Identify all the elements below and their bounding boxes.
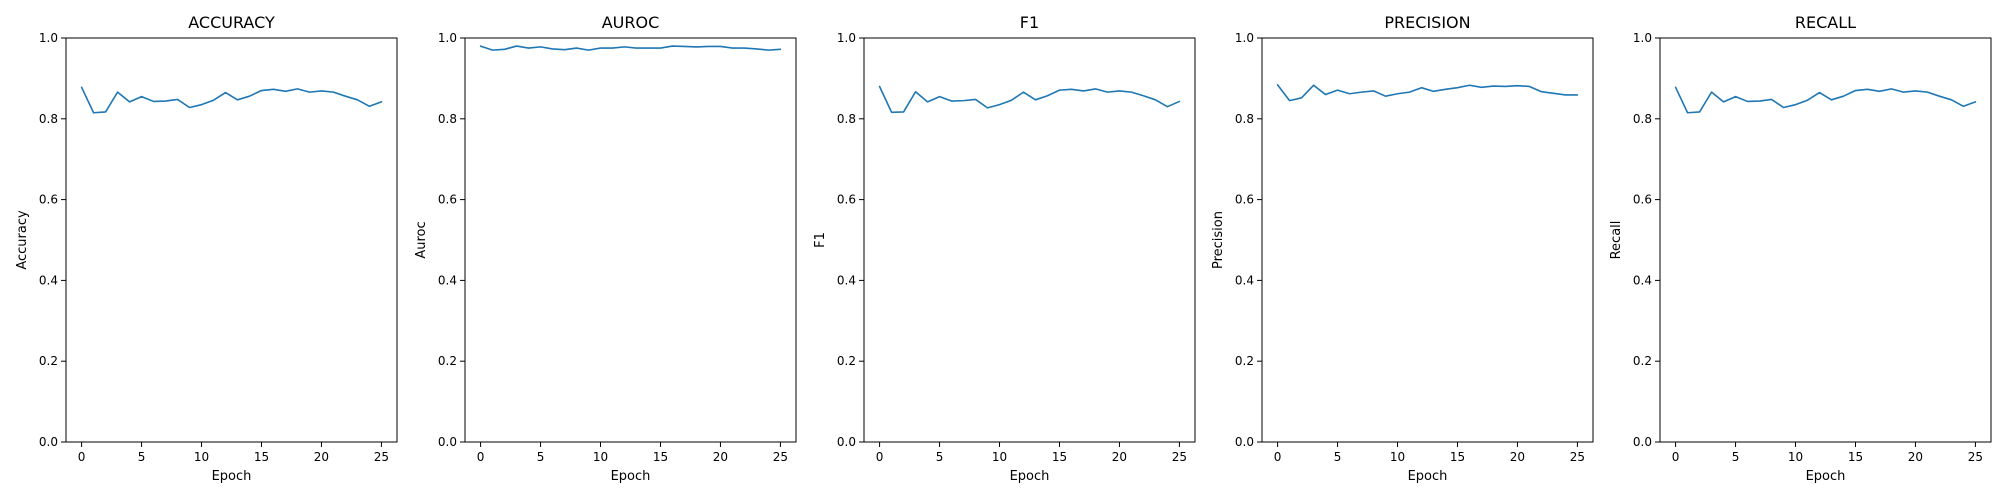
x-axis-label: Epoch xyxy=(1806,469,1846,484)
y-tick-label: 0.0 xyxy=(438,435,457,449)
y-tick-label: 0.0 xyxy=(1633,435,1652,449)
x-tick-label: 10 xyxy=(992,450,1007,464)
x-tick-label: 20 xyxy=(1510,450,1525,464)
x-tick-label: 15 xyxy=(254,450,269,464)
y-axis-label: Accuracy xyxy=(15,210,30,270)
x-tick-label: 20 xyxy=(713,450,728,464)
y-tick-label: 0.0 xyxy=(39,435,58,449)
y-tick-label: 0.0 xyxy=(837,435,856,449)
x-axis-label: Epoch xyxy=(1010,469,1050,484)
y-tick-label: 0.4 xyxy=(438,273,457,287)
x-tick-label: 20 xyxy=(1908,450,1923,464)
x-tick-label: 5 xyxy=(138,450,146,464)
chart-panel-precision: PRECISION 0.0 0.2 0.4 0.6 0.8 1.0 0 5 10 15 20 25 Epo… xyxy=(1211,13,1594,484)
y-tick-label: 0.4 xyxy=(39,273,58,287)
x-tick-label: 0 xyxy=(876,450,884,464)
y-tick-label: 0.2 xyxy=(1235,354,1254,368)
y-tick-label: 0.2 xyxy=(1633,354,1652,368)
x-tick-label: 10 xyxy=(194,450,209,464)
x-tick-label: 15 xyxy=(1052,450,1067,464)
plot-frame xyxy=(65,37,398,443)
y-tick-label: 0.8 xyxy=(1633,112,1652,126)
y-axis-label: Recall xyxy=(1609,221,1624,260)
series-line-0 xyxy=(479,45,782,51)
x-tick-label: 10 xyxy=(1788,450,1803,464)
chart-title: RECALL xyxy=(1795,13,1856,32)
x-tick-label: 20 xyxy=(314,450,329,464)
series-line-0 xyxy=(1276,84,1579,102)
x-tick-label: 0 xyxy=(1274,450,1282,464)
y-tick-label: 1.0 xyxy=(1235,31,1254,45)
plot-frame xyxy=(1261,37,1594,443)
x-tick-label: 10 xyxy=(1390,450,1405,464)
chart-title: ACCURACY xyxy=(188,13,275,32)
x-tick-label: 15 xyxy=(653,450,668,464)
x-axis-label: Epoch xyxy=(611,469,651,484)
y-tick-label: 0.6 xyxy=(1235,193,1254,207)
x-tick-label: 25 xyxy=(374,450,389,464)
y-tick-label: 0.8 xyxy=(1235,112,1254,126)
y-tick-label: 0.6 xyxy=(837,193,856,207)
x-tick-label: 0 xyxy=(1672,450,1680,464)
y-tick-label: 1.0 xyxy=(1633,31,1652,45)
chart-title: PRECISION xyxy=(1384,13,1470,32)
plot-frame xyxy=(863,37,1196,443)
x-tick-label: 5 xyxy=(936,450,944,464)
y-tick-label: 0.4 xyxy=(1235,273,1254,287)
y-tick-label: 0.2 xyxy=(438,354,457,368)
y-tick-label: 0.6 xyxy=(39,193,58,207)
y-tick-label: 0.8 xyxy=(837,112,856,126)
y-tick-label: 0.8 xyxy=(39,112,58,126)
x-axis-label: Epoch xyxy=(212,469,252,484)
x-tick-label: 10 xyxy=(593,450,608,464)
chart-title: AUROC xyxy=(602,13,660,32)
y-tick-label: 0.8 xyxy=(438,112,457,126)
y-axis-label: Precision xyxy=(1211,211,1226,269)
y-tick-label: 0.4 xyxy=(837,273,856,287)
y-tick-label: 0.0 xyxy=(1235,435,1254,449)
x-tick-label: 15 xyxy=(1450,450,1465,464)
y-axis-label: F1 xyxy=(813,232,828,248)
x-tick-label: 0 xyxy=(78,450,86,464)
x-axis-label: Epoch xyxy=(1408,469,1448,484)
y-tick-label: 0.2 xyxy=(837,354,856,368)
plot-frame xyxy=(1659,37,1992,443)
y-tick-label: 0.6 xyxy=(1633,193,1652,207)
x-tick-label: 25 xyxy=(1172,450,1187,464)
y-tick-label: 0.2 xyxy=(39,354,58,368)
series-line-0 xyxy=(878,85,1181,114)
y-tick-label: 1.0 xyxy=(438,31,457,45)
chart-panel-recall: RECALL 0.0 0.2 0.4 0.6 0.8 1.0 0 5 10 15 20 25 Epoch R… xyxy=(1609,13,1992,484)
series-line-0 xyxy=(80,86,383,114)
y-tick-label: 0.6 xyxy=(438,193,457,207)
series-line-0 xyxy=(1674,86,1977,114)
plot-frame xyxy=(464,37,797,443)
x-tick-label: 20 xyxy=(1112,450,1127,464)
x-tick-label: 5 xyxy=(537,450,545,464)
x-tick-label: 5 xyxy=(1334,450,1342,464)
chart-panel-auroc: AUROC 0.0 0.2 0.4 0.6 0.8 1.0 0 5 10 15 20 25 Epoch Au… xyxy=(414,13,797,484)
chart-panel-accuracy: ACCURACY 0.0 0.2 0.4 0.6 0.8 1.0 0 5 10 15 20 25 Epoc… xyxy=(15,13,398,484)
x-tick-label: 25 xyxy=(1570,450,1585,464)
x-tick-label: 5 xyxy=(1732,450,1740,464)
x-tick-label: 25 xyxy=(1968,450,1983,464)
x-tick-label: 0 xyxy=(477,450,485,464)
y-tick-label: 1.0 xyxy=(39,31,58,45)
y-tick-label: 0.4 xyxy=(1633,273,1652,287)
chart-panel-f1: F1 0.0 0.2 0.4 0.6 0.8 1.0 0 5 10 15 20 25 Epoch F1 xyxy=(813,13,1196,484)
chart-title: F1 xyxy=(1020,13,1039,32)
y-tick-label: 1.0 xyxy=(837,31,856,45)
y-axis-label: Auroc xyxy=(414,221,429,258)
x-tick-label: 15 xyxy=(1848,450,1863,464)
x-tick-label: 25 xyxy=(773,450,788,464)
